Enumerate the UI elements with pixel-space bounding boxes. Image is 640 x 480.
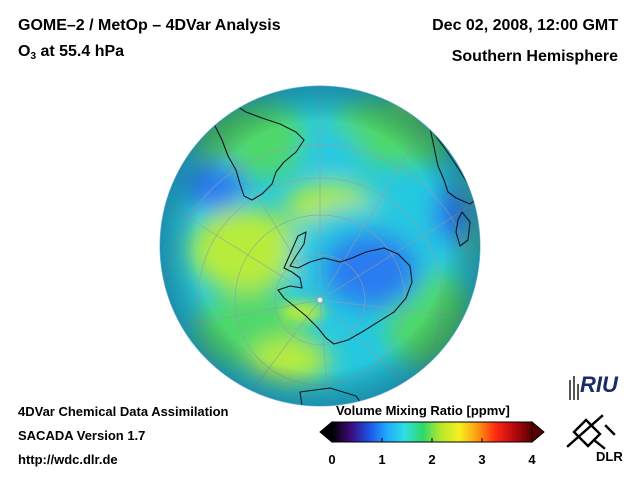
species-prefix: O (18, 43, 31, 60)
footer-line-2: SACADA Version 1.7 (18, 428, 146, 443)
dlr-logo-icon (566, 414, 616, 450)
species-suffix: at 55.4 hPa (36, 43, 125, 60)
figure-title: GOME–2 / MetOp – 4DVar Analysis (18, 17, 281, 34)
colorbar-tick-2: 2 (428, 452, 436, 467)
riu-logo-icon (569, 376, 579, 400)
hemisphere-label: Southern Hemisphere (451, 48, 618, 65)
colorbar-tick-1: 1 (378, 452, 386, 467)
colorbar-title: Volume Mixing Ratio [ppmv] (336, 403, 510, 418)
species-subscript: 3 (30, 51, 37, 62)
south-pole-marker (317, 297, 323, 303)
footer-url: http://wdc.dlr.de (18, 452, 118, 467)
species-level: O3 at 55.4 hPa (18, 43, 124, 62)
colorbar-tick-3: 3 (478, 452, 486, 467)
colorbar-tick-4: 4 (528, 452, 536, 467)
globe-outline (159, 85, 481, 407)
analysis-datetime: Dec 02, 2008, 12:00 GMT (432, 17, 618, 34)
ozone-field (160, 86, 480, 406)
colorbar-tick-0: 0 (328, 452, 336, 467)
riu-logo: RIU (580, 372, 618, 397)
colorbar-max-arrow (531, 420, 545, 444)
footer-line-1: 4DVar Chemical Data Assimilation (18, 404, 229, 419)
colorbar-min-arrow (319, 420, 333, 444)
new-zealand-coast (199, 371, 217, 399)
colorbar (319, 420, 545, 444)
dlr-logo-text: DLR (596, 449, 623, 464)
